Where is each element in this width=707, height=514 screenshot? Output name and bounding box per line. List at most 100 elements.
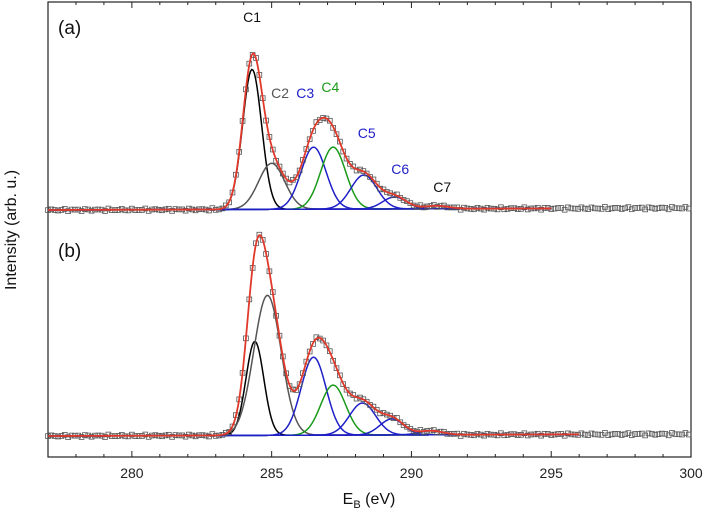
data-point [129,431,135,438]
data-point [615,431,622,437]
data-point [685,431,692,438]
data-point [595,205,601,212]
data-point [65,434,71,440]
data-point [575,206,581,212]
peak-label-C3: C3 [296,85,314,101]
panel-a: C1 C2 C3 C4 C5 C6 C7 [45,9,692,214]
x-tick-label: 290 [400,465,424,481]
data-point [434,204,440,210]
data-point [551,205,558,212]
x-tick-label: 285 [260,465,284,481]
data-point [675,205,682,212]
panel-b [45,231,692,440]
data-point [578,430,585,437]
data-point [350,163,357,170]
data-point [655,205,662,212]
data-point [565,204,571,211]
data-point [343,386,350,393]
x-axis-label-main: E [343,491,354,508]
data-point [169,208,175,214]
data-point [605,206,612,212]
data-point [675,431,682,438]
data-point [105,431,112,438]
data-point [662,431,669,437]
y-axis-label: Intensity (arb. u.) [3,170,20,290]
x-axis-label-sub: B [353,499,360,511]
data-point [293,387,300,393]
peak-C2-b [48,294,580,437]
data-point [373,180,380,187]
data-point [343,155,350,162]
peak-label-C6: C6 [391,161,409,177]
data-point [655,431,662,437]
data-point [524,206,531,213]
data-point [622,205,628,212]
data-point [682,204,689,210]
panel-label-b: (b) [58,241,81,262]
data-point [659,204,665,211]
x-tick-label: 300 [679,465,703,481]
peak-C3-a [48,146,552,211]
data-point [585,432,591,438]
x-axis: 280 285 290 295 300 [47,2,703,481]
data-point [679,205,685,212]
data-point [320,337,326,344]
data-point [581,431,588,438]
data-point [652,205,659,212]
data-point [256,231,263,238]
data-point [585,206,591,212]
data-point [605,432,612,438]
data-point [417,427,424,433]
data-point [645,204,652,211]
data-point [581,205,588,212]
data-point [685,205,692,212]
data-point [652,431,659,438]
peak-label-C5: C5 [358,125,376,141]
data-point [571,205,578,212]
data-point [538,206,544,213]
data-point [578,204,585,211]
envelope-b [48,234,580,437]
data-point [129,205,135,212]
data-point [397,419,404,426]
data-point [105,205,112,212]
peak-label-C4: C4 [321,79,339,95]
data-point [679,431,685,438]
data-point [635,205,642,211]
data-point [524,432,531,439]
peak-C3-b [48,356,580,437]
data-point [65,208,71,214]
data-point [78,434,85,440]
data-point [598,206,605,212]
data-point [363,170,370,177]
data-point [347,390,353,397]
data-point [622,431,628,438]
data-point [628,432,635,439]
data-point [612,205,618,211]
data-point [618,206,625,212]
data-point [595,431,601,438]
data-point [568,205,575,212]
data-point [404,198,410,205]
data-point [373,406,380,413]
data-point [538,432,544,439]
data-point [608,431,615,438]
data-point [280,170,286,177]
data-point [592,431,598,438]
peak-label-C1: C1 [243,9,261,25]
data-point [145,434,152,440]
data-point [588,430,595,437]
data-point [367,402,373,408]
x-axis-label: EB (eV) [343,491,396,511]
data-point [628,206,635,213]
data-point [400,422,407,428]
data-point [682,430,689,436]
data-point [669,430,675,436]
data-point [222,202,229,209]
data-point [209,431,216,437]
data-point [618,432,625,438]
data-point [565,430,571,437]
data-point [558,205,565,211]
data-point [293,174,300,181]
